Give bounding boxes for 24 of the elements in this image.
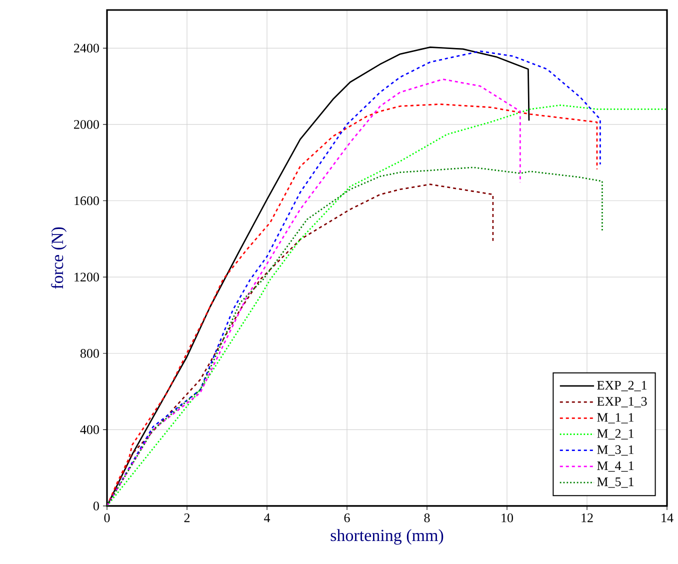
x-tick-label: 10 <box>502 514 514 522</box>
legend-label: EXP_1_3 <box>597 396 647 408</box>
y-axis-title: force (N) <box>51 227 67 289</box>
x-tick-label: 12 <box>582 514 593 522</box>
y-tick-label: 0 <box>93 502 99 510</box>
y-tick-label: 1200 <box>74 272 99 282</box>
y-tick-label: 2000 <box>74 120 99 129</box>
x-tick-label: 14 <box>662 514 674 522</box>
y-tick-label: 2400 <box>74 44 99 53</box>
legend-label: M_4_1 <box>597 461 634 472</box>
x-tick-label: 8 <box>424 514 430 522</box>
x-tick-label: 4 <box>264 514 270 522</box>
legend-label: M_5_1 <box>597 477 634 488</box>
x-tick-label: 2 <box>184 514 190 522</box>
x-tick-label: 6 <box>344 514 350 522</box>
x-tick-label: 0 <box>104 514 110 522</box>
legend-label: EXP_2_1 <box>597 380 647 392</box>
legend-label: M_1_1 <box>597 413 634 424</box>
legend-label: M_3_1 <box>597 445 634 456</box>
y-tick-label: 1600 <box>74 196 99 206</box>
x-axis-title: shortening (mm) <box>330 529 444 545</box>
y-tick-label: 400 <box>80 425 99 434</box>
y-tick-label: 800 <box>80 348 99 358</box>
legend-label: M_2_1 <box>597 429 634 440</box>
